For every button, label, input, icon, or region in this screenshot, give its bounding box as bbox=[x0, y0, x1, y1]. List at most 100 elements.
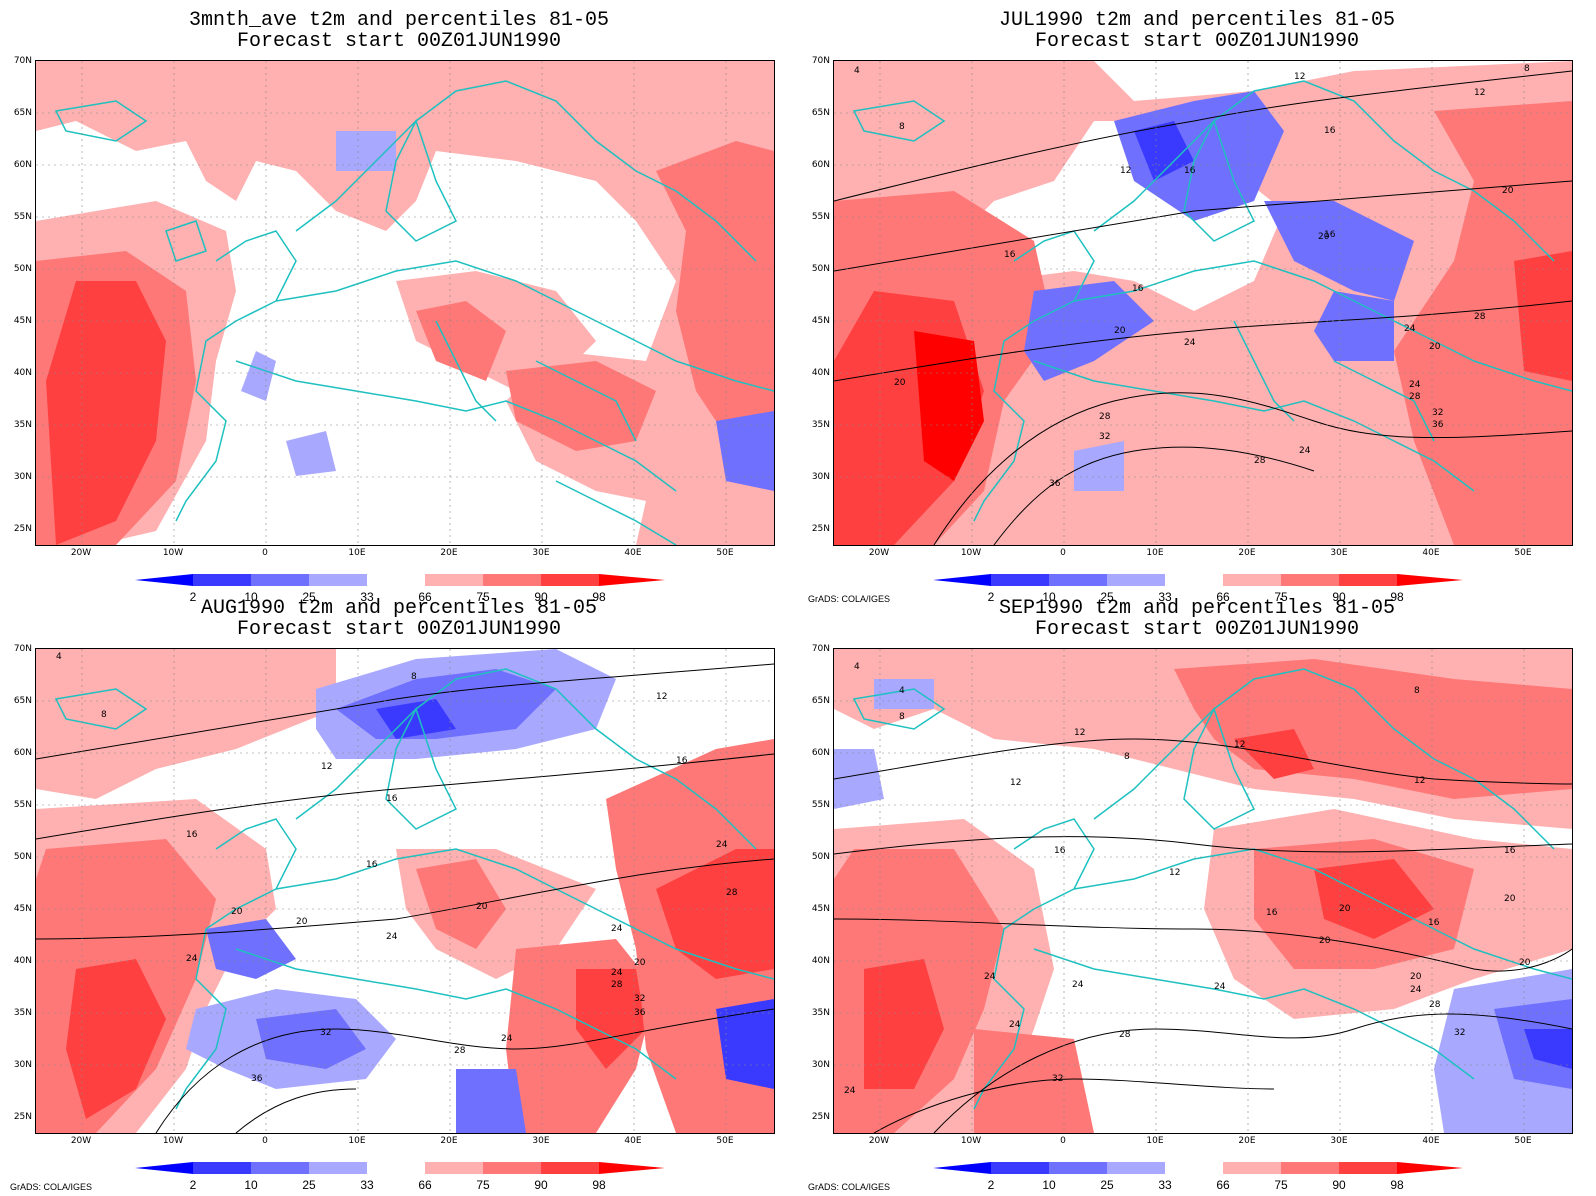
contour-label: 20 bbox=[894, 378, 906, 388]
colorbar-label: 10 bbox=[1042, 590, 1056, 604]
contour-label: 36 bbox=[251, 1074, 263, 1084]
lat-label: 45N bbox=[811, 316, 830, 326]
contour-label: 28 bbox=[1254, 456, 1266, 466]
lon-label: 20E bbox=[1238, 1136, 1256, 1146]
lon-label: 20W bbox=[868, 548, 890, 558]
contour-label: 24 bbox=[1410, 985, 1422, 995]
panel-title-line2: Forecast start 00Z01JUN1990 bbox=[236, 30, 562, 53]
contour-label: 8 bbox=[1524, 64, 1530, 74]
contour-label: 36 bbox=[1049, 479, 1061, 489]
contour-label: 12 bbox=[1169, 868, 1180, 878]
map-area: 4 8 8 12 12 16 16 16 16 20 20 20 24 24 2… bbox=[35, 648, 775, 1134]
contour-label: 36 bbox=[634, 1008, 646, 1018]
contour-label: 8 bbox=[899, 712, 905, 722]
colorbar-label: 66 bbox=[1216, 1178, 1230, 1192]
lon-label: 30E bbox=[532, 548, 550, 558]
lat-label: 40N bbox=[13, 956, 32, 966]
contour-label: 32 bbox=[1099, 432, 1110, 442]
lon-label: 20W bbox=[868, 1136, 890, 1146]
contour-label: 24 bbox=[186, 954, 198, 964]
contour-label: 4 bbox=[899, 686, 905, 696]
lat-label: 45N bbox=[811, 904, 830, 914]
colorbar-label: 75 bbox=[1274, 1178, 1288, 1192]
contour-label: 28 bbox=[1409, 392, 1421, 402]
lat-label: 25N bbox=[811, 1112, 830, 1122]
lat-label: 40N bbox=[811, 956, 830, 966]
contour-label: 36 bbox=[1432, 420, 1444, 430]
contour-label: 16 bbox=[1132, 284, 1144, 294]
colorbar-label: 90 bbox=[1332, 1178, 1346, 1192]
lon-label: 30E bbox=[1330, 548, 1348, 558]
panel-3mnth-ave: 3mnth_ave t2m and percentiles 81-05 Fore… bbox=[0, 0, 798, 604]
lon-label: 0 bbox=[1060, 1136, 1066, 1146]
panel-title-line2: Forecast start 00Z01JUN1990 bbox=[1034, 30, 1360, 53]
map-field-svg: 4 12 8 16 8 12 16 20 16 20 16 20 24 28 2… bbox=[834, 61, 1572, 545]
contour-label: 24 bbox=[1299, 446, 1311, 456]
contour-label: 28 bbox=[1429, 1000, 1441, 1010]
panel-title-line2: Forecast start 00Z01JUN1990 bbox=[1034, 618, 1360, 641]
lat-label: 25N bbox=[13, 1112, 32, 1122]
contour-label: 32 bbox=[1432, 408, 1443, 418]
lon-label: 40E bbox=[624, 548, 642, 558]
contour-label: 16 bbox=[386, 794, 398, 804]
contour-label: 4 bbox=[854, 66, 860, 76]
contour-label: 12 bbox=[1474, 88, 1485, 98]
lon-label: 10E bbox=[1146, 548, 1164, 558]
colorbar-label: 33 bbox=[1158, 590, 1172, 604]
panel-title-line1: SEP1990 t2m and percentiles 81-05 bbox=[998, 597, 1396, 620]
colorbar bbox=[135, 574, 665, 586]
contour-label: 20 bbox=[1114, 326, 1126, 336]
contour-label: 8 bbox=[1124, 752, 1130, 762]
lon-label: 10W bbox=[162, 548, 184, 558]
lon-label: 10E bbox=[348, 548, 366, 558]
colorbar-label: 33 bbox=[360, 1178, 374, 1192]
panel-title-line2: Forecast start 00Z01JUN1990 bbox=[236, 618, 562, 641]
colorbar-label: 75 bbox=[476, 1178, 490, 1192]
lon-label: 50E bbox=[1514, 1136, 1532, 1146]
contour-label: 4 bbox=[854, 662, 860, 672]
lat-label: 45N bbox=[13, 316, 32, 326]
map-field-svg bbox=[36, 61, 774, 545]
grads-credit: GrADS: COLA/IGES bbox=[808, 594, 891, 604]
contour-label: 28 bbox=[1474, 312, 1486, 322]
colorbar-label: 90 bbox=[534, 590, 548, 604]
contour-label: 12 bbox=[656, 692, 667, 702]
map-area bbox=[35, 60, 775, 546]
lon-label: 50E bbox=[1514, 548, 1532, 558]
lon-label: 40E bbox=[1422, 548, 1440, 558]
lon-label: 20W bbox=[70, 1136, 92, 1146]
contour-label: 24 bbox=[1409, 380, 1421, 390]
lat-label: 30N bbox=[811, 1060, 830, 1070]
lon-label: 20E bbox=[440, 548, 458, 558]
colorbar-label: 98 bbox=[1390, 1178, 1404, 1192]
contour-label: 24 bbox=[1072, 980, 1084, 990]
contour-label: 20 bbox=[231, 907, 243, 917]
lon-label: 30E bbox=[1330, 1136, 1348, 1146]
lat-label: 60N bbox=[811, 748, 830, 758]
lat-label: 55N bbox=[811, 800, 830, 810]
lon-label: 20E bbox=[440, 1136, 458, 1146]
lat-label: 30N bbox=[13, 1060, 32, 1070]
lat-label: 55N bbox=[13, 212, 32, 222]
lat-label: 65N bbox=[13, 108, 32, 118]
contour-label: 16 bbox=[1324, 230, 1336, 240]
lat-label: 50N bbox=[811, 852, 830, 862]
colorbar-label: 98 bbox=[592, 1178, 606, 1192]
lat-label: 35N bbox=[13, 420, 32, 430]
lat-label: 35N bbox=[811, 1008, 830, 1018]
contour-label: 32 bbox=[1454, 1028, 1465, 1038]
colorbar-label: 2 bbox=[189, 590, 197, 604]
panel-sep1990: SEP1990 t2m and percentiles 81-05 Foreca… bbox=[798, 588, 1596, 1192]
colorbar-label: 98 bbox=[592, 590, 606, 604]
panel-aug1990: AUG1990 t2m and percentiles 81-05 Foreca… bbox=[0, 588, 798, 1192]
contour-label: 8 bbox=[899, 122, 905, 132]
lon-label: 10W bbox=[960, 1136, 982, 1146]
map-field-svg: 4 4 8 8 8 12 12 12 12 16 16 12 16 20 20 … bbox=[834, 649, 1572, 1133]
contour-label: 32 bbox=[320, 1028, 331, 1038]
contour-label: 16 bbox=[1004, 250, 1016, 260]
colorbar-label: 2 bbox=[987, 1178, 995, 1192]
contour-label: 32 bbox=[634, 994, 645, 1004]
contour-label: 28 bbox=[611, 980, 623, 990]
lon-label: 10W bbox=[960, 548, 982, 558]
lon-label: 50E bbox=[716, 548, 734, 558]
